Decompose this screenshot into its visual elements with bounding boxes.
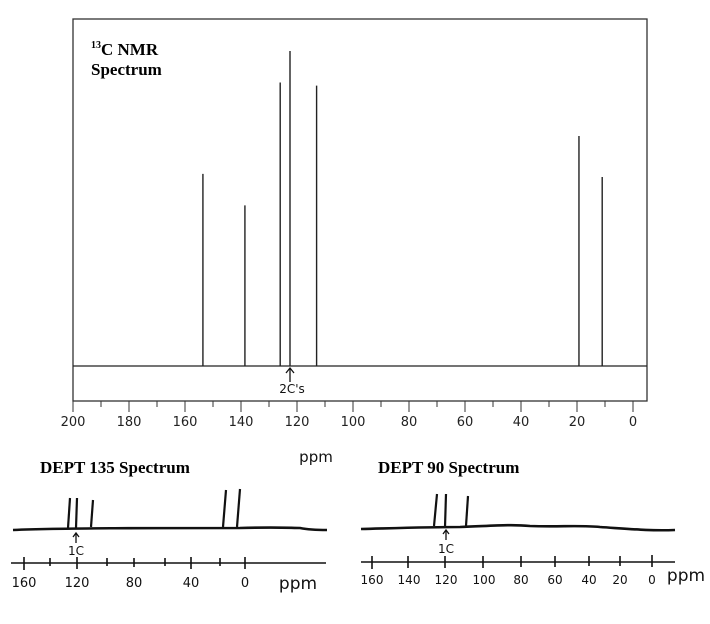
dept135-peaks [66,488,242,529]
dept90-tick-40: 40 [581,573,597,587]
dept90-xlabel: ppm [666,566,706,586]
dept135-xlabel: ppm [278,574,318,594]
x-tick-label: 140 [228,415,254,430]
x-tick-label: 200 [60,415,86,430]
dept135-ticks [23,557,246,570]
title-superscript: 13 [91,40,101,51]
dept135-tick-80: 80 [125,576,143,591]
title-line1: C NMR [101,40,159,59]
arrow-icon [72,531,80,543]
peaks [202,51,603,366]
dept135-annotation: 1C [67,544,85,558]
dept135-baseline [12,526,328,532]
arrow-icon [285,366,295,382]
plot-frame [72,18,648,402]
annotation-2cs: 2C's [279,382,305,396]
dept135-tick-0: 0 [240,576,250,591]
x-axis-ticks [72,401,634,412]
dept90-tick-20: 20 [612,573,628,587]
x-tick-label: 60 [456,415,474,430]
x-tick-label: 100 [340,415,366,430]
dept90-ticks [371,555,653,569]
x-tick-label: 0 [628,415,638,430]
x-tick-label: 160 [172,415,198,430]
dept90-tick-100: 100 [472,573,496,587]
dept90-annotation: 1C [437,542,455,556]
dept90-tick-120: 120 [434,573,458,587]
arrow-icon [442,528,450,540]
dept135-tick-40: 40 [182,576,200,591]
x-tick-label: 180 [116,415,142,430]
title-line2: Spectrum [91,60,162,79]
main-spectrum-title: 13C NMR Spectrum [91,36,162,80]
x-tick-label: 120 [284,415,310,430]
x-tick-label: 80 [400,415,418,430]
dept90-tick-60: 60 [547,573,563,587]
x-tick-label: 20 [568,415,586,430]
dept90-tick-80: 80 [513,573,529,587]
dept90-tick-0: 0 [648,573,656,587]
x-tick-label: 40 [512,415,530,430]
dept135-tick-120: 120 [64,576,90,591]
dept90-peaks [432,493,470,528]
dept90-baseline [360,523,676,532]
dept135-title: DEPT 135 Spectrum [40,458,190,477]
dept90-tick-140: 140 [397,573,421,587]
main-xlabel: ppm [299,448,333,466]
dept90-tick-160: 160 [360,573,384,587]
dept135-tick-160: 160 [11,576,37,591]
dept90-title: DEPT 90 Spectrum [378,458,520,477]
